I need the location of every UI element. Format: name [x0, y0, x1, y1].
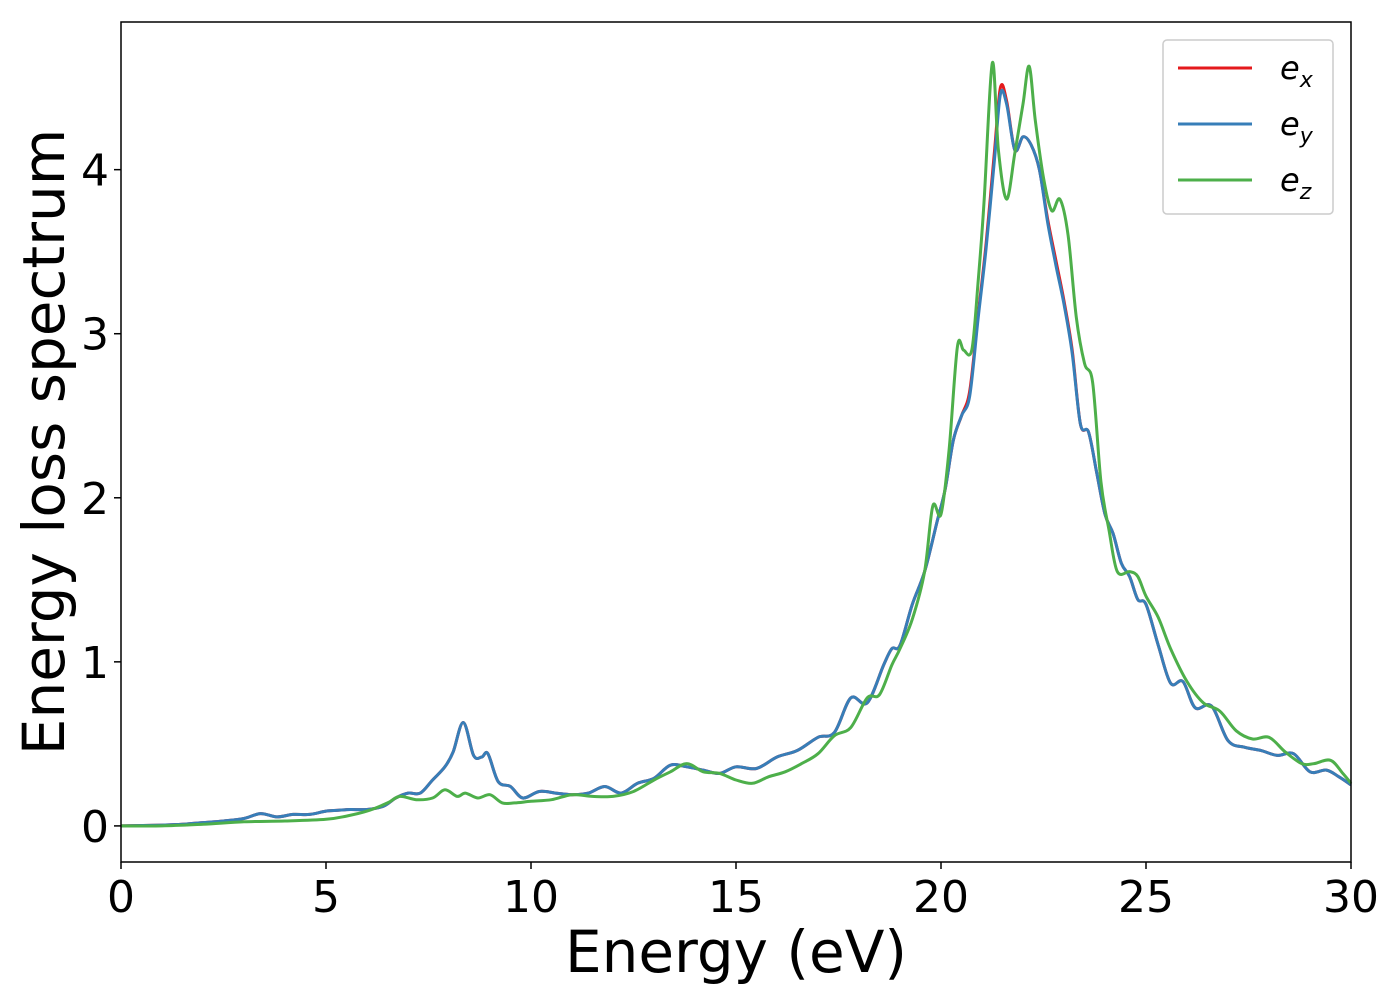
- legend-label-z: ez: [1280, 161, 1312, 205]
- legend: ex ey ez: [1162, 39, 1334, 215]
- y-tick-label: 2: [81, 474, 109, 525]
- x-axis-label: Energy (eV): [565, 918, 907, 986]
- series-layer: [120, 61, 1353, 828]
- legend-box: [1162, 39, 1334, 215]
- x-tick-label: 25: [1118, 872, 1174, 923]
- y-axis-label: Energy loss spectrum: [10, 129, 78, 755]
- x-tick-label: 10: [503, 872, 559, 923]
- x-tick-label: 0: [107, 872, 135, 923]
- x-tick-label: 5: [312, 872, 340, 923]
- y-tick-label: 0: [81, 802, 109, 853]
- series-line-y: [120, 88, 1352, 828]
- y-tick-label: 4: [81, 146, 109, 197]
- legend-label-y: ey: [1280, 105, 1314, 149]
- x-tick-label: 30: [1323, 872, 1379, 923]
- series-line-z: [120, 61, 1353, 828]
- x-axis-ticks: 0 5 10 15 20 25 30: [107, 862, 1379, 923]
- y-tick-label: 1: [81, 638, 109, 689]
- y-tick-label: 3: [81, 310, 109, 361]
- legend-label-x: ex: [1280, 49, 1314, 93]
- y-axis-ticks: 0 1 2 3 4: [81, 146, 121, 853]
- x-tick-label: 15: [708, 872, 764, 923]
- x-tick-label: 20: [913, 872, 969, 923]
- plot-frame: [120, 21, 1352, 863]
